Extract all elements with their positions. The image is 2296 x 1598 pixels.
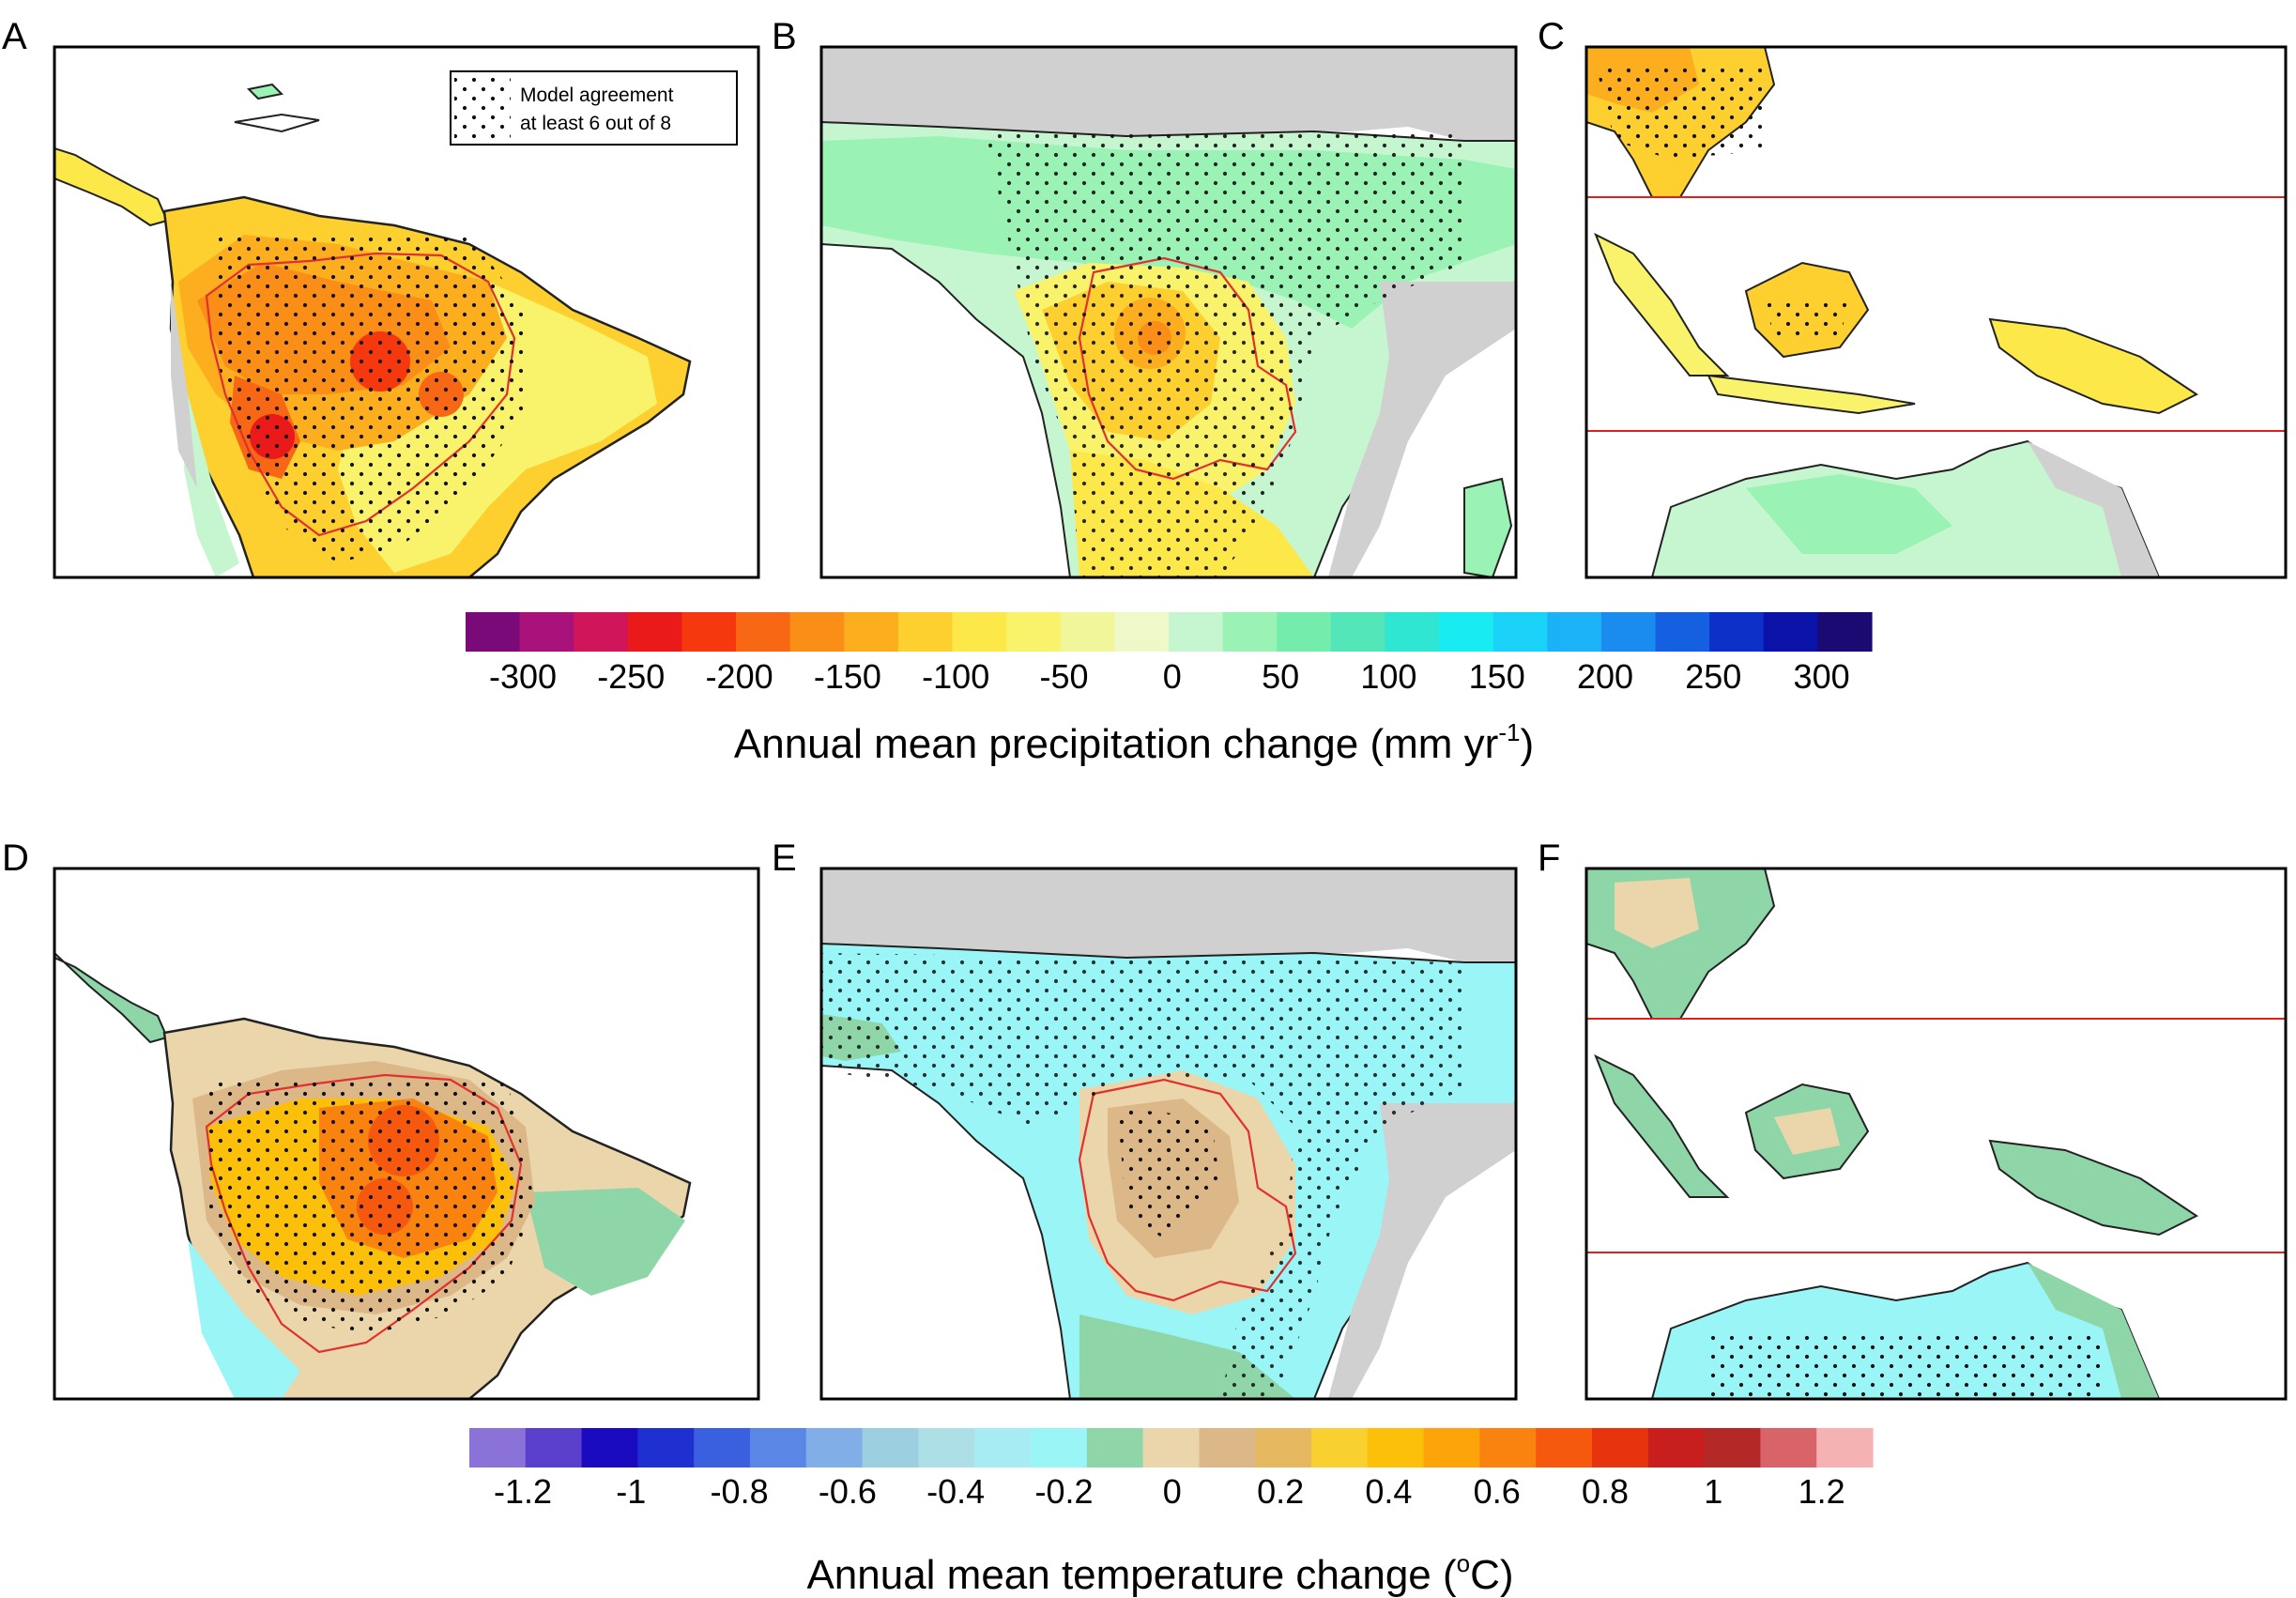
panel-label-c: C — [1538, 16, 1565, 57]
panel-label-b: B — [772, 16, 797, 57]
precip-colorbar-swatch — [1763, 612, 1818, 652]
precip-colorbar-tick-label: 50 — [1262, 657, 1299, 696]
temp-colorbar-swatch — [1199, 1428, 1256, 1467]
temp-colorbar-swatch — [918, 1428, 975, 1467]
panel-label-a: A — [2, 16, 27, 57]
precip-colorbar-tick-label: -100 — [922, 657, 989, 696]
temp-colorbar-tick-label: -0.2 — [1034, 1472, 1093, 1511]
precipitation-colorbar-ticks: -300 -250 -200 -150 -100 -50 0 50 100 150 200 250 30… — [489, 657, 1850, 696]
precip-colorbar-swatch — [1222, 612, 1278, 652]
precip-colorbar-swatch — [1600, 612, 1657, 652]
precip-colorbar-swatch — [844, 612, 899, 652]
temp-colorbar-swatch — [750, 1428, 807, 1467]
panel-label-d: D — [2, 837, 29, 879]
temp-colorbar-swatch — [1536, 1428, 1593, 1467]
precip-colorbar-swatch — [1439, 612, 1494, 652]
precip-colorbar-swatch — [952, 612, 1007, 652]
temperature-colorbar — [469, 1428, 1874, 1467]
precip-colorbar-swatch — [574, 612, 629, 652]
precip-colorbar-swatch — [1277, 612, 1332, 652]
precip-colorbar-swatch — [627, 612, 683, 652]
precip-colorbar-swatch — [1060, 612, 1115, 652]
temp-colorbar-swatch — [1647, 1428, 1706, 1467]
precip-colorbar-swatch — [1114, 612, 1170, 652]
temp-colorbar-swatch — [805, 1428, 864, 1467]
temp-colorbar-swatch — [637, 1428, 695, 1467]
temp-colorbar-tick-label: -0.8 — [711, 1472, 769, 1511]
temp-colorbar-tick-label: -0.6 — [819, 1472, 877, 1511]
precip-colorbar-swatch — [789, 612, 845, 652]
panel-e — [819, 867, 1518, 1401]
panel-label-e: E — [772, 837, 797, 879]
precip-colorbar-swatch — [1006, 612, 1062, 652]
panel-label-f: F — [1538, 837, 1560, 879]
temp-colorbar-swatch — [1704, 1428, 1761, 1467]
temp-colorbar-tick-label: 0.8 — [1582, 1472, 1629, 1511]
temperature-colorbar-ticks: -1.2 -1 -0.8 -0.6 -0.4 -0.2 0 0.2 0.4 0.6 0.8 1 1.2 — [494, 1472, 1845, 1511]
precip-colorbar-tick-label: 250 — [1685, 657, 1741, 696]
temp-colorbar-tick-label: 1.2 — [1799, 1472, 1845, 1511]
precip-colorbar-swatch — [1547, 612, 1602, 652]
precip-colorbar-tick-label: 300 — [1794, 657, 1850, 696]
temp-colorbar-tick-label: 1 — [1704, 1472, 1722, 1511]
legend-line-1: Model agreement — [520, 85, 674, 106]
panel-d — [53, 867, 760, 1401]
temperature-colorbar-title: Annual mean temperature change (oC) — [806, 1549, 1513, 1598]
temp-colorbar-swatch — [1367, 1428, 1425, 1467]
temp-colorbar-tick-label: 0.2 — [1257, 1472, 1304, 1511]
temp-colorbar-swatch — [1031, 1428, 1088, 1467]
temp-colorbar-tick-label: -1 — [616, 1472, 646, 1511]
precip-colorbar-tick-label: -200 — [706, 657, 773, 696]
temp-colorbar-swatch — [1142, 1428, 1200, 1467]
precip-colorbar-swatch — [1169, 612, 1224, 652]
temp-colorbar-tick-label: 0.4 — [1365, 1472, 1412, 1511]
temp-colorbar-tick-label: 0 — [1163, 1472, 1182, 1511]
temp-colorbar-swatch — [1816, 1428, 1874, 1467]
precip-colorbar-swatch — [1385, 612, 1440, 652]
precip-colorbar-tick-label: 0 — [1163, 657, 1182, 696]
precip-colorbar-swatch — [897, 612, 954, 652]
precipitation-colorbar — [466, 612, 1873, 652]
precip-colorbar-swatch — [1655, 612, 1710, 652]
temp-colorbar-swatch — [862, 1428, 919, 1467]
precip-colorbar-swatch — [1817, 612, 1873, 652]
temp-colorbar-swatch — [1479, 1428, 1537, 1467]
precip-colorbar-swatch — [681, 612, 737, 652]
legend-line-2: at least 6 out of 8 — [520, 113, 671, 134]
temp-colorbar-swatch — [1311, 1428, 1369, 1467]
precip-colorbar-tick-label: -300 — [489, 657, 557, 696]
temp-colorbar-tick-label: -0.4 — [926, 1472, 985, 1511]
precip-colorbar-tick-label: 150 — [1469, 657, 1525, 696]
precip-colorbar-tick-label: 200 — [1577, 657, 1633, 696]
panel-b — [819, 45, 1518, 579]
precip-colorbar-swatch — [1709, 612, 1765, 652]
temp-colorbar-swatch — [1086, 1428, 1144, 1467]
precip-colorbar-tick-label: -250 — [597, 657, 665, 696]
temp-colorbar-swatch — [1760, 1428, 1817, 1467]
model-agreement-legend: Model agreement at least 6 out of 8 — [450, 70, 738, 146]
temp-colorbar-swatch — [1255, 1428, 1312, 1467]
precip-colorbar-swatch — [519, 612, 574, 652]
temp-colorbar-tick-label: 0.6 — [1474, 1472, 1521, 1511]
temp-colorbar-swatch — [974, 1428, 1032, 1467]
temp-colorbar-swatch — [1592, 1428, 1649, 1467]
precip-colorbar-swatch — [1330, 612, 1386, 652]
precip-colorbar-tick-label: -150 — [814, 657, 881, 696]
temp-colorbar-swatch — [469, 1428, 527, 1467]
temp-colorbar-tick-label: -1.2 — [494, 1472, 552, 1511]
precipitation-colorbar-title: Annual mean precipitation change (mm yr-… — [734, 718, 1534, 767]
temp-colorbar-swatch — [525, 1428, 583, 1467]
precip-colorbar-tick-label: -50 — [1039, 657, 1088, 696]
precip-colorbar-tick-label: 100 — [1360, 657, 1416, 696]
precip-colorbar-swatch — [736, 612, 791, 652]
temp-colorbar-swatch — [581, 1428, 638, 1467]
temp-colorbar-swatch — [694, 1428, 751, 1467]
temp-colorbar-swatch — [1423, 1428, 1480, 1467]
panel-f — [1584, 867, 2288, 1401]
panel-c — [1584, 45, 2288, 579]
precip-colorbar-swatch — [1492, 612, 1548, 652]
panel-a: Model agreement at least 6 out of 8 — [53, 45, 760, 579]
precip-colorbar-swatch — [466, 612, 521, 652]
